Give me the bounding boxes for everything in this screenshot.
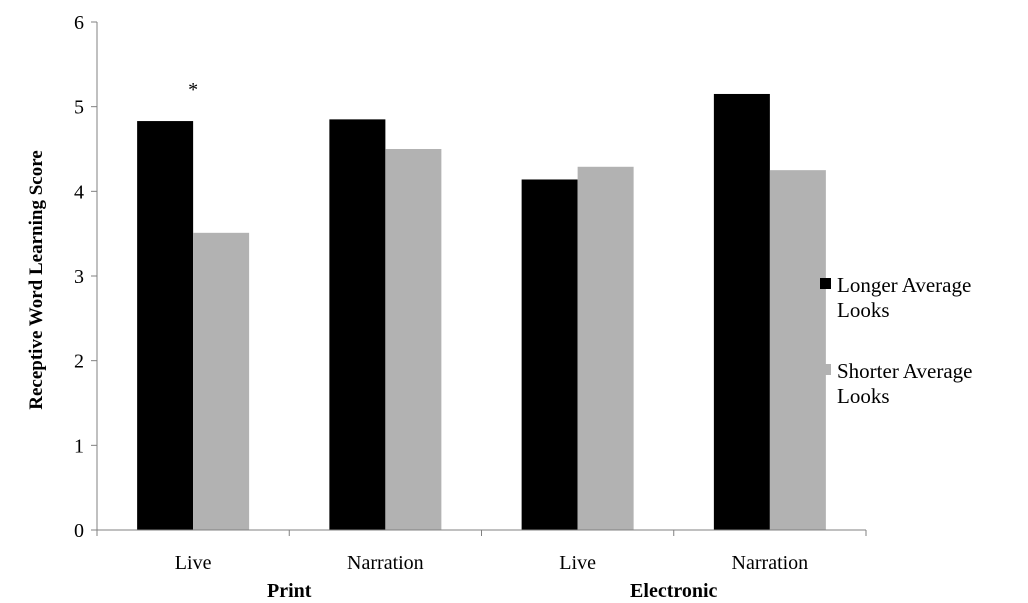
x-category-label: Narration (347, 552, 424, 574)
y-tick-label: 4 (74, 181, 84, 203)
bars (137, 93, 826, 531)
y-axis-title: Receptive Word Learning Score (26, 150, 47, 409)
x-group-label: Print (267, 580, 312, 602)
bar (713, 93, 770, 530)
bar (577, 166, 634, 530)
bar (137, 121, 194, 530)
x-axis-labels: Live Narration Live Narration (175, 552, 808, 574)
x-axis-group-labels: Print Electronic (267, 580, 718, 602)
bar (193, 232, 250, 530)
x-category-label: Live (175, 552, 212, 574)
y-tick-label: 5 (74, 97, 84, 119)
legend-swatch (820, 364, 831, 375)
legend-label: Shorter Average (837, 359, 972, 383)
y-tick-label: 6 (74, 12, 84, 34)
axes (96, 22, 867, 536)
bar (385, 149, 442, 530)
x-category-label: Live (559, 552, 596, 574)
legend-label: Looks (837, 384, 890, 408)
y-tick-label: 3 (74, 266, 84, 288)
y-tick-label: 2 (74, 351, 84, 373)
bar (769, 170, 826, 530)
y-axis-ticks: 0 1 2 3 4 5 6 (74, 12, 97, 542)
legend-label: Longer Average (837, 273, 971, 297)
legend-label: Looks (837, 298, 890, 322)
bar (521, 179, 578, 531)
x-group-label: Electronic (630, 580, 718, 602)
x-category-label: Narration (732, 552, 809, 574)
annotations: * (188, 79, 198, 101)
y-tick-label: 0 (74, 520, 84, 542)
bar (329, 119, 386, 530)
y-tick-label: 1 (74, 435, 84, 457)
significance-marker: * (188, 79, 198, 101)
legend-swatch (820, 278, 831, 289)
